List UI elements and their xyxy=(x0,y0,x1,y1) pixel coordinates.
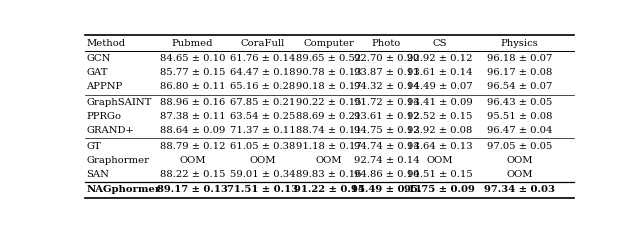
Text: OOM: OOM xyxy=(506,170,533,179)
Text: 65.16 ± 0.28: 65.16 ± 0.28 xyxy=(230,82,296,91)
Text: 96.18 ± 0.07: 96.18 ± 0.07 xyxy=(487,54,552,63)
Text: OOM: OOM xyxy=(250,156,276,165)
Text: 96.47 ± 0.04: 96.47 ± 0.04 xyxy=(487,126,552,135)
Text: 88.96 ± 0.16: 88.96 ± 0.16 xyxy=(160,98,225,107)
Text: 90.78 ± 0.13: 90.78 ± 0.13 xyxy=(296,68,362,77)
Text: 67.85 ± 0.21: 67.85 ± 0.21 xyxy=(230,98,296,107)
Text: PPRGo: PPRGo xyxy=(86,112,122,121)
Text: 96.43 ± 0.05: 96.43 ± 0.05 xyxy=(487,98,552,107)
Text: 92.92 ± 0.12: 92.92 ± 0.12 xyxy=(407,54,472,63)
Text: Physics: Physics xyxy=(501,39,539,48)
Text: 86.80 ± 0.11: 86.80 ± 0.11 xyxy=(159,82,225,91)
Text: APPNP: APPNP xyxy=(86,82,123,91)
Text: Graphormer: Graphormer xyxy=(86,156,150,165)
Text: 88.69 ± 0.21: 88.69 ± 0.21 xyxy=(296,112,362,121)
Text: 94.49 ± 0.07: 94.49 ± 0.07 xyxy=(407,82,472,91)
Text: 91.72 ± 0.13: 91.72 ± 0.13 xyxy=(354,98,419,107)
Text: 88.74 ± 0.11: 88.74 ± 0.11 xyxy=(296,126,362,135)
Text: 91.22 ± 0.14: 91.22 ± 0.14 xyxy=(294,185,364,194)
Text: NAGphormer: NAGphormer xyxy=(86,185,161,194)
Text: 92.74 ± 0.14: 92.74 ± 0.14 xyxy=(354,156,419,165)
Text: OOM: OOM xyxy=(316,156,342,165)
Text: 95.51 ± 0.08: 95.51 ± 0.08 xyxy=(487,112,552,121)
Text: 95.49 ± 0.11: 95.49 ± 0.11 xyxy=(351,185,422,194)
Text: Pubmed: Pubmed xyxy=(172,39,213,48)
Text: 88.22 ± 0.15: 88.22 ± 0.15 xyxy=(159,170,225,179)
Text: OOM: OOM xyxy=(426,156,453,165)
Text: 93.87 ± 0.11: 93.87 ± 0.11 xyxy=(354,68,419,77)
Text: 61.76 ± 0.14: 61.76 ± 0.14 xyxy=(230,54,296,63)
Text: 95.75 ± 0.09: 95.75 ± 0.09 xyxy=(404,185,475,194)
Text: 85.77 ± 0.15: 85.77 ± 0.15 xyxy=(159,68,225,77)
Text: 93.61 ± 0.12: 93.61 ± 0.12 xyxy=(354,112,419,121)
Text: 96.17 ± 0.08: 96.17 ± 0.08 xyxy=(487,68,552,77)
Text: 97.05 ± 0.05: 97.05 ± 0.05 xyxy=(487,142,552,151)
Text: 93.61 ± 0.14: 93.61 ± 0.14 xyxy=(407,68,472,77)
Text: 89.17 ± 0.13: 89.17 ± 0.13 xyxy=(157,185,228,194)
Text: 59.01 ± 0.34: 59.01 ± 0.34 xyxy=(230,170,296,179)
Text: GraphSAINT: GraphSAINT xyxy=(86,98,152,107)
Text: 97.34 ± 0.03: 97.34 ± 0.03 xyxy=(484,185,556,194)
Text: 63.54 ± 0.25: 63.54 ± 0.25 xyxy=(230,112,296,121)
Text: 92.70 ± 0.20: 92.70 ± 0.20 xyxy=(354,54,419,63)
Text: OOM: OOM xyxy=(179,156,205,165)
Text: 88.79 ± 0.12: 88.79 ± 0.12 xyxy=(159,142,225,151)
Text: GAT: GAT xyxy=(86,68,108,77)
Text: CS: CS xyxy=(433,39,447,48)
Text: 96.54 ± 0.07: 96.54 ± 0.07 xyxy=(487,82,552,91)
Text: 89.83 ± 0.16: 89.83 ± 0.16 xyxy=(296,170,362,179)
Text: GRAND+: GRAND+ xyxy=(86,126,134,135)
Text: OOM: OOM xyxy=(506,156,533,165)
Text: 71.37 ± 0.11: 71.37 ± 0.11 xyxy=(230,126,296,135)
Text: 90.22 ± 0.15: 90.22 ± 0.15 xyxy=(296,98,362,107)
Text: 94.64 ± 0.13: 94.64 ± 0.13 xyxy=(407,142,472,151)
Text: 89.65 ± 0.52: 89.65 ± 0.52 xyxy=(296,54,362,63)
Text: 87.38 ± 0.11: 87.38 ± 0.11 xyxy=(159,112,225,121)
Text: 84.65 ± 0.10: 84.65 ± 0.10 xyxy=(159,54,225,63)
Text: 94.41 ± 0.09: 94.41 ± 0.09 xyxy=(407,98,472,107)
Text: 94.74 ± 0.13: 94.74 ± 0.13 xyxy=(354,142,419,151)
Text: 93.92 ± 0.08: 93.92 ± 0.08 xyxy=(407,126,472,135)
Text: 71.51 ± 0.13: 71.51 ± 0.13 xyxy=(227,185,299,194)
Text: 91.18 ± 0.17: 91.18 ± 0.17 xyxy=(296,142,362,151)
Text: SAN: SAN xyxy=(86,170,109,179)
Text: Method: Method xyxy=(86,39,125,48)
Text: 94.86 ± 0.10: 94.86 ± 0.10 xyxy=(354,170,419,179)
Text: Computer: Computer xyxy=(303,39,355,48)
Text: 88.64 ± 0.09: 88.64 ± 0.09 xyxy=(159,126,225,135)
Text: 90.18 ± 0.17: 90.18 ± 0.17 xyxy=(296,82,362,91)
Text: 61.05 ± 0.38: 61.05 ± 0.38 xyxy=(230,142,296,151)
Text: 94.32 ± 0.14: 94.32 ± 0.14 xyxy=(354,82,419,91)
Text: 92.52 ± 0.15: 92.52 ± 0.15 xyxy=(407,112,472,121)
Text: GCN: GCN xyxy=(86,54,111,63)
Text: Photo: Photo xyxy=(372,39,401,48)
Text: GT: GT xyxy=(86,142,101,151)
Text: CoraFull: CoraFull xyxy=(241,39,285,48)
Text: 94.75 ± 0.12: 94.75 ± 0.12 xyxy=(354,126,419,135)
Text: 64.47 ± 0.18: 64.47 ± 0.18 xyxy=(230,68,296,77)
Text: 94.51 ± 0.15: 94.51 ± 0.15 xyxy=(407,170,472,179)
